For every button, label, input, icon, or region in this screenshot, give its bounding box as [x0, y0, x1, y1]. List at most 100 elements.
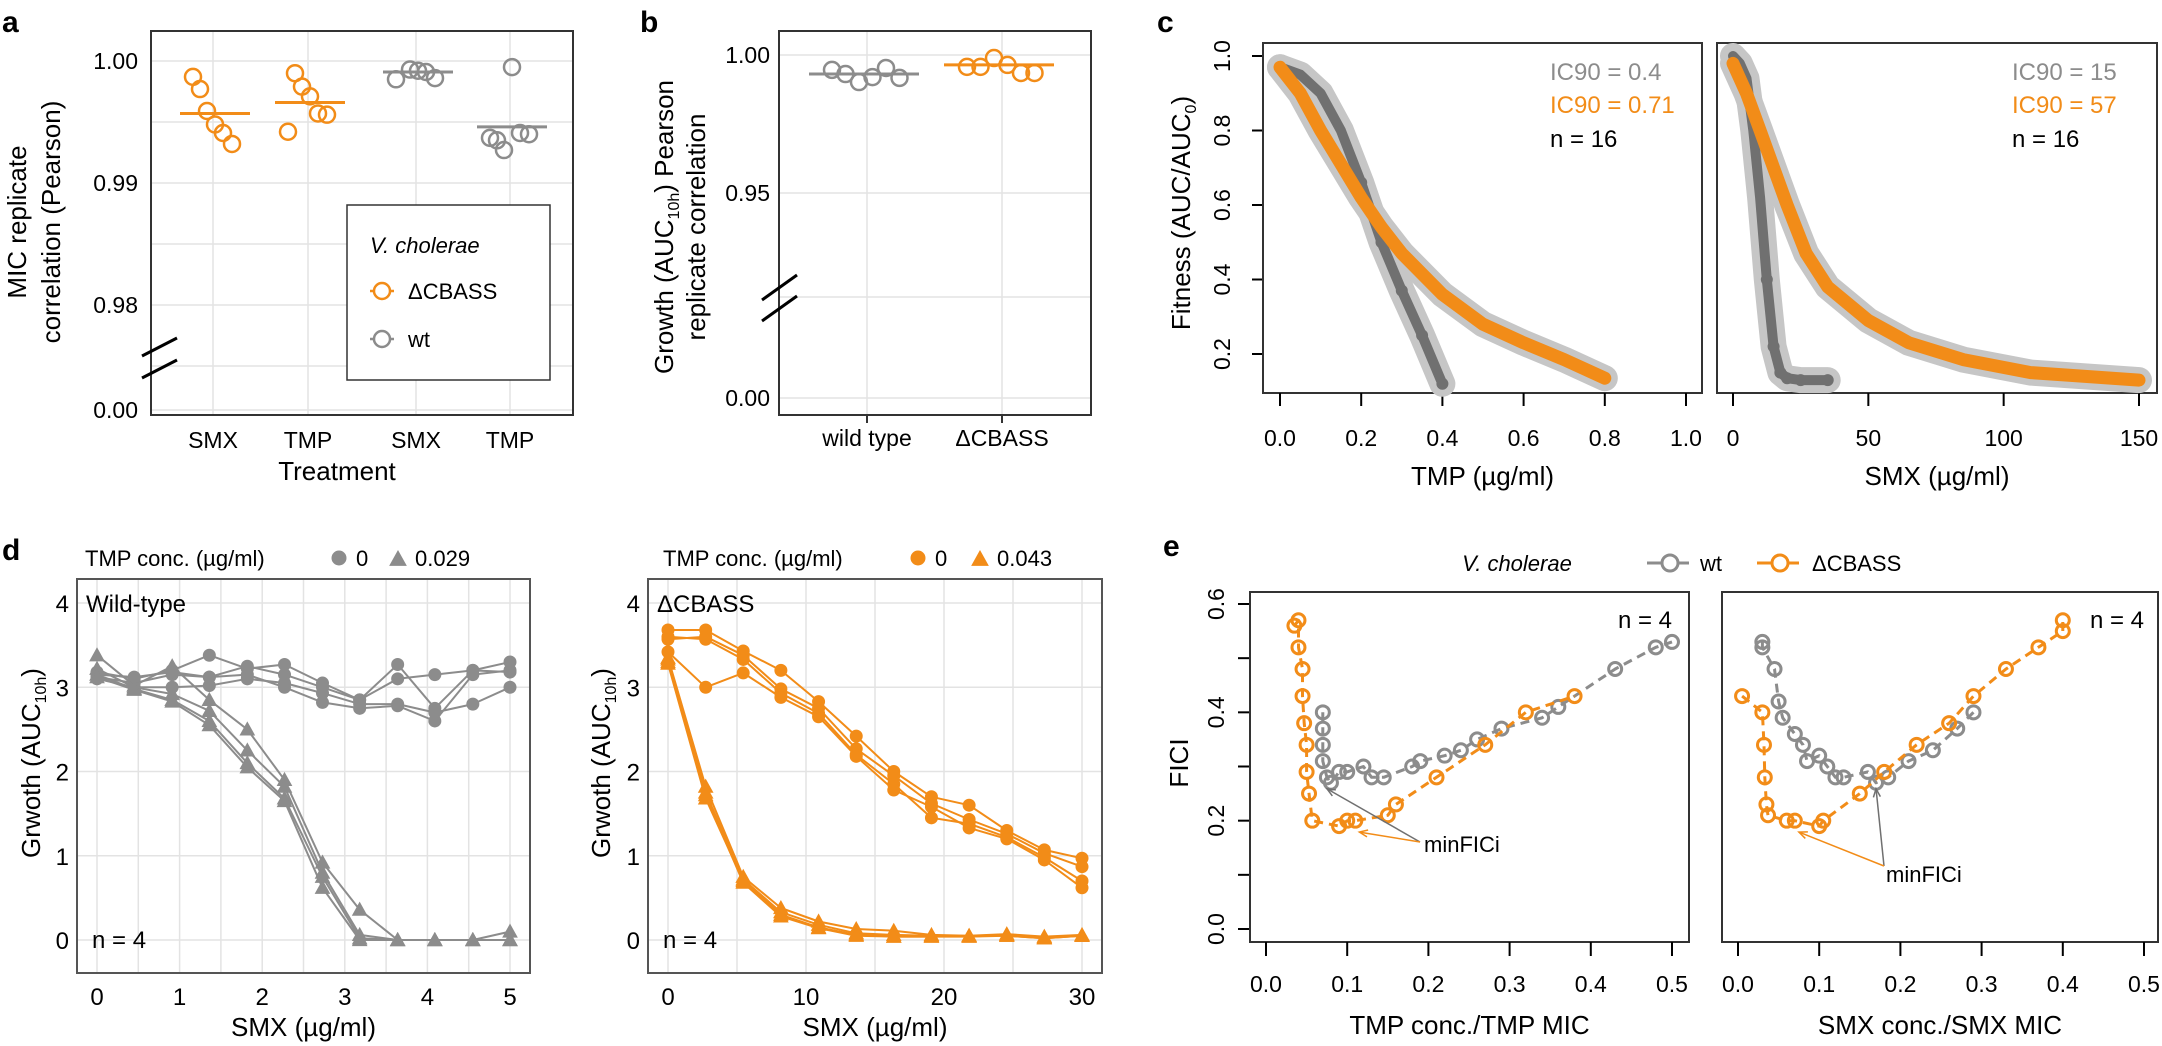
- data-point-wt: [1819, 758, 1836, 775]
- data-point-ΔCBASS: [1298, 736, 1315, 753]
- data-point-wt: [1770, 693, 1787, 710]
- x-tick-label: 0.5: [2128, 971, 2160, 997]
- data-point-circle: [699, 632, 713, 646]
- y-tick-label: 0.2: [1209, 338, 1235, 370]
- legend-marker: [1660, 553, 1680, 573]
- data-point-ΔCBASS: [308, 104, 328, 123]
- data-point-circle: [699, 680, 713, 694]
- y-tick-label: 1: [56, 844, 69, 871]
- data-point-ΔCBASS: [1754, 704, 1771, 721]
- data-point-circle: [887, 783, 901, 797]
- data-point-wt: [1794, 736, 1811, 753]
- data-point-triangle: [239, 759, 256, 774]
- y-tick-label: 0.4: [1209, 263, 1235, 295]
- x-axis-title: SMX (µg/ml): [803, 1012, 948, 1042]
- data-point-triangle: [89, 669, 105, 684]
- data-point-ΔCBASS: [1294, 661, 1311, 677]
- data-point-ΔCBASS: [278, 122, 298, 142]
- data-point-wt: [1965, 704, 1982, 721]
- data-point-wt: [1331, 763, 1348, 780]
- n-label: n = 16: [2012, 126, 2079, 153]
- legend-label: ΔCBASS: [1812, 551, 1901, 576]
- data-point-circle: [924, 800, 938, 814]
- strain-label: Wild-type: [86, 591, 186, 618]
- data-point-wt: [1774, 709, 1791, 726]
- y-tick-label: 0: [627, 928, 640, 955]
- data-point-wt: [1314, 704, 1331, 721]
- data-point-triangle: [389, 931, 406, 947]
- ic90-label-wt: IC90 = 0.4: [1550, 59, 1661, 86]
- plot-frame-e: [1249, 591, 1690, 943]
- legend-title: TMP conc. (µg/ml): [85, 546, 265, 571]
- panel-letter-b: b: [640, 6, 658, 39]
- legend-label: 0.043: [997, 546, 1052, 571]
- data-point-ΔCBASS: [1290, 639, 1307, 656]
- annotation-arrow: [1875, 788, 1885, 867]
- data-point-triangle: [923, 928, 940, 943]
- data-point-wt: [425, 68, 445, 88]
- data-point-wt: [1754, 639, 1771, 656]
- y-tick-label: 3: [627, 675, 640, 702]
- data-point-wt: [1767, 340, 1780, 353]
- x-tick-label: 150: [2120, 425, 2158, 451]
- data-point-ΔCBASS: [1011, 63, 1031, 83]
- label-part: Grwoth (AUC: [586, 703, 616, 858]
- data-point-wt: [1786, 726, 1803, 742]
- data-point-triangle: [164, 693, 181, 708]
- data-point-wt: [1827, 769, 1844, 786]
- data-point-wt: [1375, 769, 1392, 786]
- data-point-circle: [428, 668, 442, 682]
- data-point-wt: [836, 64, 855, 84]
- data-point-ΔCBASS: [1566, 688, 1583, 705]
- x-tick-label: 50: [1856, 425, 1882, 451]
- data-point-ΔCBASS: [1755, 736, 1772, 753]
- data-point-wt: [1766, 661, 1783, 677]
- panel-letter-e: e: [1163, 530, 1180, 563]
- data-point-ΔCBASS: [1778, 812, 1795, 829]
- y-tick-label: 0.4: [1203, 696, 1229, 728]
- x-category-label: TMP: [284, 427, 333, 453]
- data-point-wt: [1835, 769, 1852, 786]
- x-tick-label: 1.0: [1670, 425, 1702, 451]
- data-point-ΔCBASS: [1290, 612, 1307, 629]
- legend-marker-triangle: [971, 549, 989, 566]
- y-tick-label: 4: [627, 591, 640, 618]
- data-point-triangle: [89, 647, 105, 662]
- legend-label: wt: [1699, 551, 1722, 576]
- label-part: Fitness (AUC/AUC: [1166, 113, 1196, 330]
- arrow-head: [1872, 786, 1882, 798]
- fit-curve-dcbass: [1726, 56, 2146, 387]
- y-tick-label: 3: [56, 675, 69, 702]
- data-point-wt: [876, 58, 896, 78]
- data-point-circle: [1000, 832, 1014, 846]
- plot-frame-a: [150, 30, 574, 416]
- data-point-ΔCBASS: [1477, 736, 1494, 753]
- n-label: n = 4: [1618, 607, 1672, 634]
- data-point-triangle: [164, 658, 181, 673]
- n-label: n = 16: [1550, 126, 1617, 153]
- ic90-label-dcbass: IC90 = 0.71: [1550, 92, 1675, 119]
- data-point-triangle: [1074, 927, 1090, 942]
- data-point-wt: [1647, 639, 1664, 656]
- plot-frame-e: [1721, 591, 2159, 943]
- data-point-circle: [849, 729, 863, 743]
- data-point-ΔCBASS: [1786, 812, 1803, 829]
- plot-frame-c: [1262, 42, 1703, 394]
- data-point-circle: [661, 630, 675, 644]
- y-tick-label: 0.8: [1209, 115, 1235, 147]
- x-category-label: SMX: [188, 427, 238, 453]
- data-point-ΔCBASS: [1908, 736, 1925, 753]
- data-point-wt: [1859, 763, 1876, 780]
- x-tick-label: 0.4: [1426, 425, 1458, 451]
- label-subscript: 0: [1183, 104, 1200, 113]
- x-tick-label: 0: [661, 984, 674, 1011]
- data-point-triangle: [314, 879, 331, 894]
- y-axis-title: correlation (Pearson): [36, 101, 66, 344]
- y-tick-label: 0.95: [725, 180, 770, 206]
- panel-letter-d: d: [2, 534, 20, 567]
- data-point-circle: [391, 699, 405, 713]
- data-point-circle: [240, 668, 254, 682]
- data-point-triangle: [126, 681, 143, 696]
- data-point-wt: [1821, 374, 1834, 387]
- x-tick-label: 0.4: [1575, 971, 1607, 997]
